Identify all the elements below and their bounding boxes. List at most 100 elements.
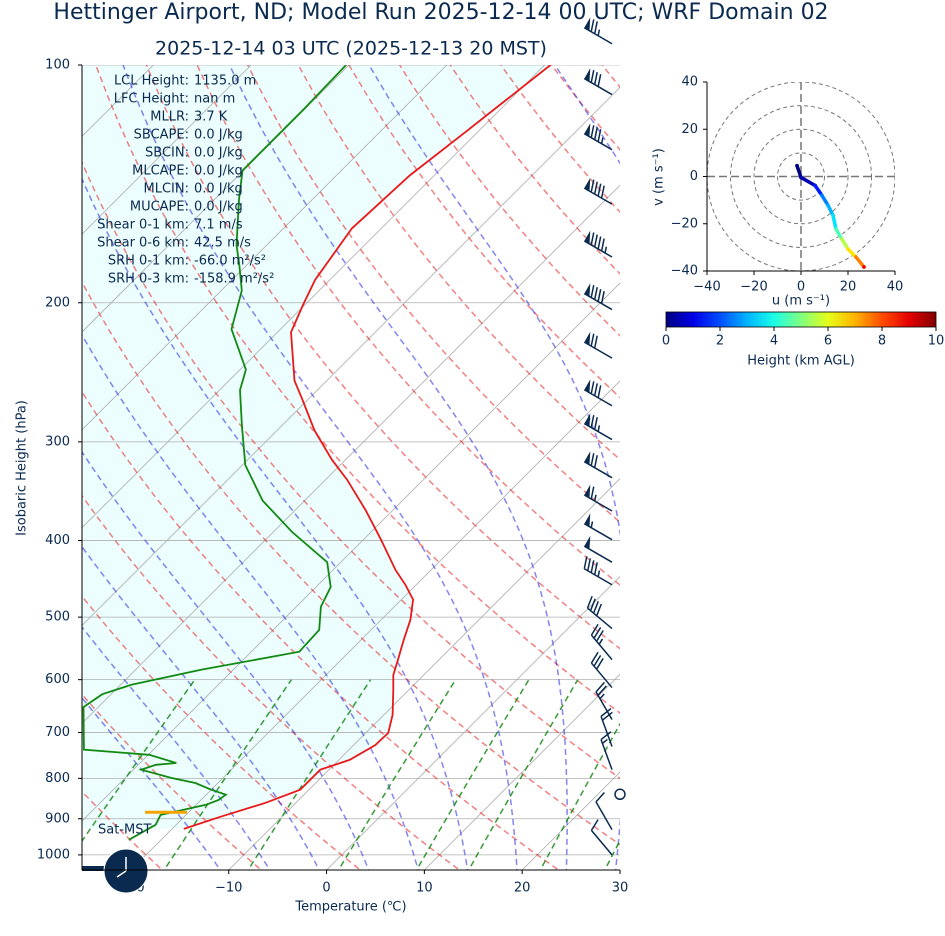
profile-line: [82, 65, 347, 841]
wind-barb: [600, 707, 613, 747]
barb-flag: [584, 484, 591, 499]
y-tick-label: 600: [45, 672, 70, 687]
mixing-ratio-line: [337, 679, 457, 870]
barb-full: [597, 385, 602, 398]
parameter-value: 7.1 m/s: [194, 218, 243, 233]
wind-barb: [583, 556, 613, 586]
profile-shade: [82, 65, 551, 829]
hodo-point: [826, 203, 830, 208]
barb-full: [600, 707, 612, 717]
hodo-x-tick-label: 20: [840, 280, 857, 295]
barb-full: [595, 681, 605, 693]
hodo-x-tick-label: 0: [797, 280, 805, 295]
barb-full: [593, 654, 602, 667]
barb-staff: [590, 662, 613, 689]
dry-adiabat: [805, 65, 945, 875]
hodo-point: [846, 247, 850, 251]
hodo-segment: [795, 163, 803, 180]
barb-staff: [583, 545, 613, 563]
isotherm: [619, 869, 620, 870]
moist-adiabat: [368, 65, 620, 870]
barb-full: [597, 74, 602, 87]
parameter-label: Shear 0-1 km:: [97, 218, 189, 233]
barb-full: [600, 291, 605, 304]
barb-full: [597, 685, 607, 696]
parameter-label: Shear 0-6 km:: [97, 236, 189, 251]
y-tick-label: 700: [45, 725, 70, 740]
barb-full: [593, 627, 602, 639]
parameter-value: 3.7 K: [194, 110, 228, 125]
hodo-point: [862, 265, 866, 269]
parameter-label: LFC Height:: [114, 92, 189, 107]
y-tick-label: 500: [45, 610, 70, 625]
dry-adiabat: [398, 65, 620, 337]
barb-half: [599, 693, 605, 700]
dry-adiabat: [82, 790, 164, 870]
barb-full: [590, 179, 595, 193]
wind-barb: [583, 379, 613, 407]
parameter-label: MUCAPE:: [130, 200, 189, 215]
wind-barb: [583, 17, 613, 45]
hodo-y-tick-label: 0: [690, 169, 698, 184]
chart-title: Hettinger Airport, ND; Model Run 2025-12…: [53, 0, 828, 25]
isotherm: [82, 86, 620, 627]
mixing-ratio-line: [467, 679, 579, 870]
barb-staff: [600, 716, 613, 747]
wind-barb: [583, 177, 613, 205]
x-tick-label: 20: [514, 881, 531, 896]
barb-staff: [583, 27, 613, 45]
mixing-ratio-line: [539, 722, 620, 870]
parameter-value: -66.0 m²/s²: [194, 254, 266, 269]
wind-barb: [583, 484, 613, 512]
parameter-value: 0.0 J/kg: [194, 164, 243, 179]
barb-full: [586, 595, 593, 609]
hodo-segment: [799, 175, 817, 188]
barb-full: [593, 287, 598, 300]
barb-full: [590, 651, 599, 664]
barb-half: [598, 638, 604, 645]
hodo-point: [840, 237, 844, 241]
barb-flag: [584, 513, 591, 527]
isotherm: [424, 673, 620, 870]
hodo-segment: [854, 255, 866, 269]
parameter-label: SBCAPE:: [134, 128, 189, 143]
barb-full: [593, 72, 598, 85]
isotherm: [326, 575, 620, 870]
colorbar-tick-label: 4: [770, 334, 778, 349]
colorbar-label: Height (km AGL): [747, 354, 855, 369]
isotherm: [82, 65, 448, 431]
isotherm: [82, 65, 252, 235]
x-tick-label: 30: [612, 881, 629, 896]
hodo-ring: [730, 105, 872, 248]
x-axis-label: Temperature (℃): [294, 900, 406, 915]
parameter-value: 0.0 J/kg: [194, 182, 243, 197]
wind-barb: [590, 651, 613, 689]
barb-full: [590, 453, 595, 466]
hodo-ring: [777, 152, 825, 201]
barb-full: [595, 630, 604, 642]
wind-barb: [600, 731, 613, 770]
y-tick-label: 100: [45, 58, 70, 73]
barb-staff: [583, 292, 613, 311]
parameter-label: SRH 0-3 km:: [108, 272, 189, 287]
hodo-segment: [840, 237, 850, 251]
calm-circle: [614, 788, 626, 801]
hodo-x-tick-label: 40: [887, 280, 904, 295]
hodograph-overlay: −40 −20 0 20 40 −40 −20 0 20 40 0 2 4 6 8 10: [662, 75, 944, 349]
barb-staff: [587, 607, 613, 630]
hodo-y-tick-label: 40: [681, 75, 698, 90]
barb-full: [590, 333, 595, 347]
barb-staff: [590, 634, 613, 661]
parameter-value: 42.5 m/s: [194, 236, 251, 251]
wind-barb: [590, 623, 613, 661]
hodo-y-tick-label: 20: [681, 122, 698, 137]
logo-hand: [116, 870, 127, 878]
mixing-ratio-line: [247, 679, 372, 870]
barb-flag: [584, 331, 591, 346]
hodo-segment: [820, 193, 830, 208]
colorbar-tick-label: 6: [824, 334, 832, 349]
barb-full: [590, 415, 595, 428]
barb-staff: [583, 187, 613, 205]
barb-staff: [595, 801, 613, 831]
skewt-plot: [82, 65, 945, 875]
